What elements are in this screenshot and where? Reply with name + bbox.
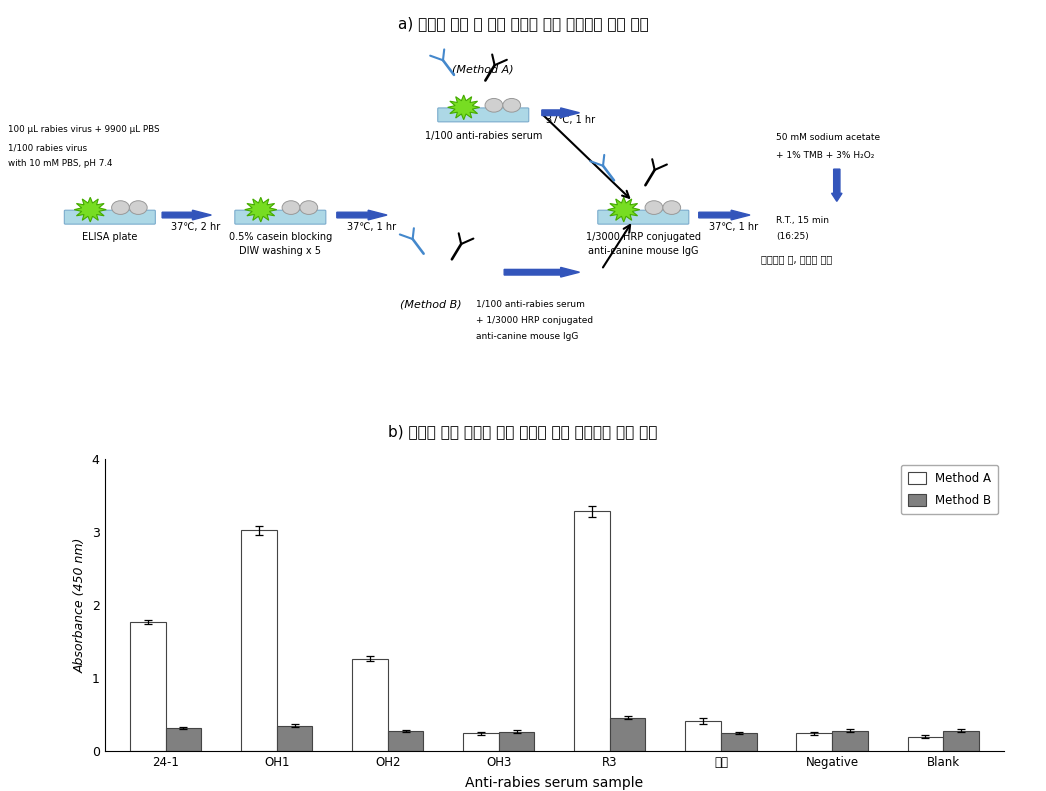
Circle shape: [130, 201, 147, 214]
Text: 37℃, 1 hr: 37℃, 1 hr: [546, 115, 594, 125]
Bar: [832, 731, 867, 751]
Text: 50 mM sodium acetate: 50 mM sodium acetate: [776, 133, 881, 142]
Text: 1/100 anti-rabies serum: 1/100 anti-rabies serum: [476, 300, 585, 308]
Bar: [277, 726, 313, 751]
FancyBboxPatch shape: [438, 108, 529, 122]
Polygon shape: [245, 197, 277, 222]
Bar: [610, 717, 645, 751]
Text: (Method A): (Method A): [453, 64, 514, 74]
Polygon shape: [448, 95, 480, 119]
Text: 1/100 rabies virus: 1/100 rabies virus: [8, 143, 88, 153]
Polygon shape: [74, 197, 107, 222]
FancyArrow shape: [162, 210, 211, 220]
Bar: [165, 728, 201, 751]
Circle shape: [503, 98, 521, 112]
Bar: [242, 531, 277, 751]
Bar: [574, 512, 610, 751]
Text: a) 순차적 반응 및 동시 반응을 통한 면역분석 과정 비교: a) 순차적 반응 및 동시 반응을 통한 면역분석 과정 비교: [397, 16, 649, 31]
Bar: [353, 659, 388, 751]
Circle shape: [282, 201, 300, 214]
FancyArrow shape: [699, 210, 750, 220]
Polygon shape: [608, 197, 640, 222]
FancyBboxPatch shape: [65, 210, 155, 224]
Bar: [685, 721, 721, 751]
Text: + 1/3000 HRP conjugated: + 1/3000 HRP conjugated: [476, 316, 593, 325]
Circle shape: [112, 201, 130, 214]
X-axis label: Anti-rabies serum sample: Anti-rabies serum sample: [465, 776, 643, 790]
FancyArrow shape: [337, 210, 387, 220]
Text: 반응정지 후, 흡광도 측정: 반응정지 후, 흡광도 측정: [761, 254, 833, 263]
Bar: [721, 733, 756, 751]
Text: anti-canine mouse IgG: anti-canine mouse IgG: [476, 331, 578, 341]
Text: 100 μL rabies virus + 9900 μL PBS: 100 μL rabies virus + 9900 μL PBS: [8, 125, 160, 134]
Text: anti-canine mouse IgG: anti-canine mouse IgG: [588, 246, 699, 255]
FancyBboxPatch shape: [598, 210, 689, 224]
Bar: [908, 737, 943, 751]
Text: 37℃, 1 hr: 37℃, 1 hr: [709, 221, 757, 232]
Circle shape: [300, 201, 318, 214]
FancyBboxPatch shape: [235, 210, 326, 224]
Text: R.T., 15 min: R.T., 15 min: [776, 216, 829, 225]
Text: 37℃, 1 hr: 37℃, 1 hr: [347, 221, 395, 232]
Bar: [499, 732, 535, 751]
Text: DIW washing x 5: DIW washing x 5: [240, 246, 321, 255]
FancyArrow shape: [542, 108, 579, 118]
Bar: [463, 733, 499, 751]
Text: + 1% TMB + 3% H₂O₂: + 1% TMB + 3% H₂O₂: [776, 151, 874, 161]
Legend: Method A, Method B: Method A, Method B: [901, 464, 998, 514]
Bar: [796, 733, 832, 751]
Text: b) 순차적 흐름 방법의 도입 유무에 따른 면역분석 결과 비교: b) 순차적 흐름 방법의 도입 유무에 따른 면역분석 결과 비교: [388, 424, 658, 439]
Circle shape: [485, 98, 503, 112]
Text: ELISA plate: ELISA plate: [83, 232, 137, 242]
Circle shape: [645, 201, 663, 214]
FancyArrow shape: [832, 169, 842, 202]
Bar: [388, 731, 424, 751]
Text: 0.5% casein blocking: 0.5% casein blocking: [229, 232, 332, 242]
Text: 1/3000 HRP conjugated: 1/3000 HRP conjugated: [586, 232, 701, 242]
Text: (Method B): (Method B): [400, 300, 461, 309]
Y-axis label: Absorbance (450 nm): Absorbance (450 nm): [73, 537, 86, 673]
Text: with 10 mM PBS, pH 7.4: with 10 mM PBS, pH 7.4: [8, 160, 113, 168]
Bar: [130, 622, 165, 751]
Circle shape: [663, 201, 681, 214]
Bar: [943, 731, 979, 751]
Text: (16:25): (16:25): [776, 232, 809, 241]
Text: 1/100 anti-rabies serum: 1/100 anti-rabies serum: [425, 131, 542, 141]
FancyArrow shape: [504, 267, 579, 277]
Text: 37℃, 2 hr: 37℃, 2 hr: [170, 221, 221, 232]
